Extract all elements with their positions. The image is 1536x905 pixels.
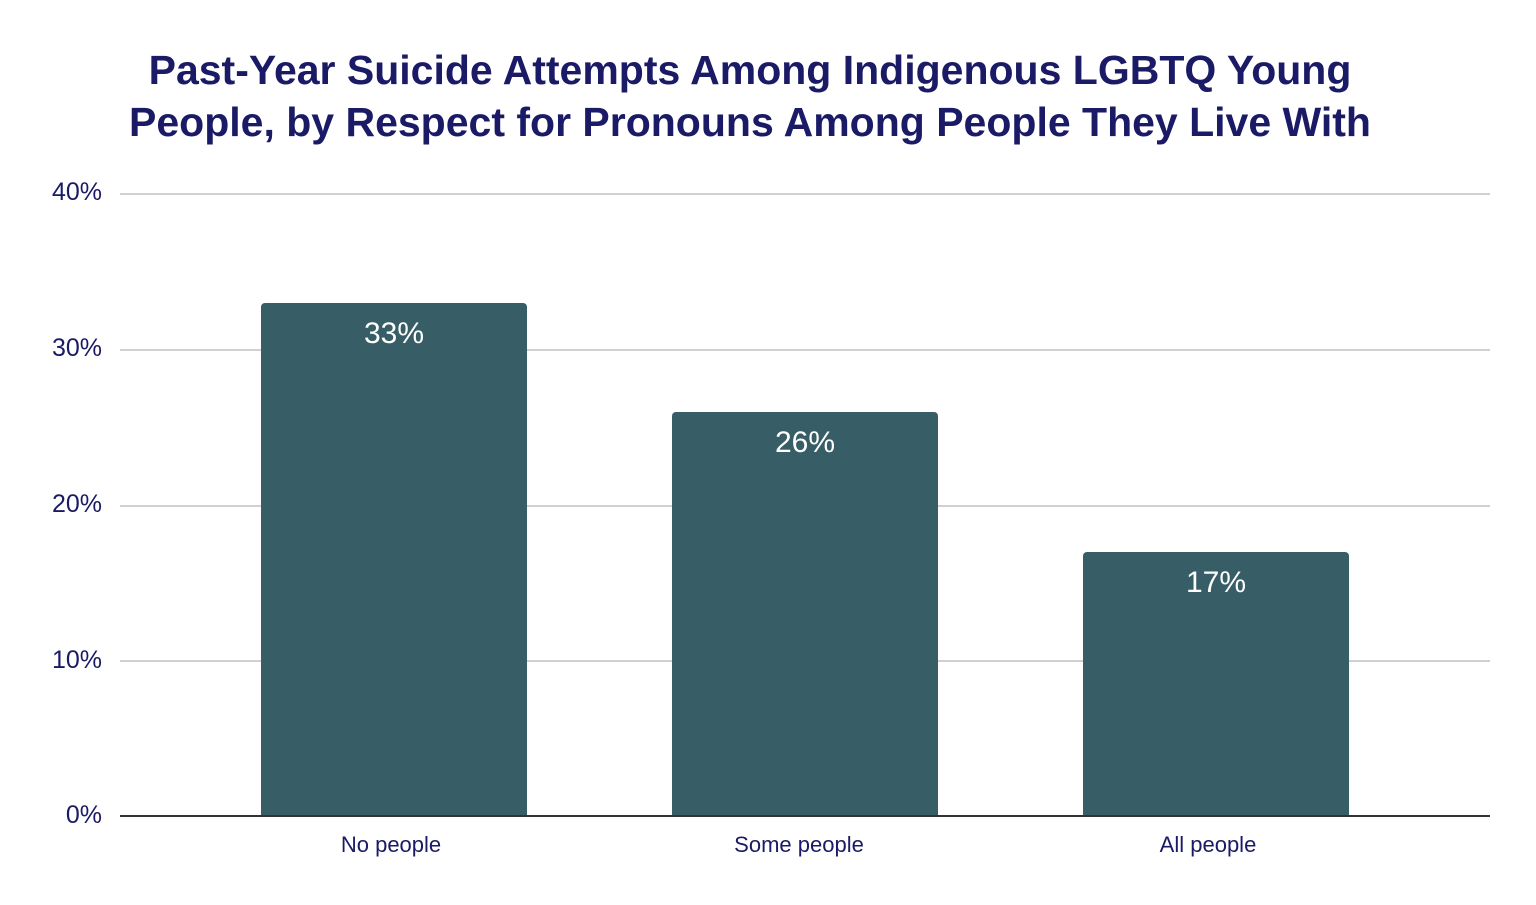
x-tick-label: All people — [1159, 832, 1257, 857]
bar-no-people: 33% — [261, 303, 527, 816]
bar-value-label: 33% — [363, 317, 425, 350]
chart-title: Past-Year Suicide Attempts Among Indigen… — [0, 44, 1500, 148]
x-tick-label: Some people — [734, 832, 864, 857]
x-tick-label: No people — [340, 832, 442, 857]
x-axis-line — [120, 815, 1490, 817]
y-tick-label: 20% — [51, 490, 102, 518]
y-tick-label: 40% — [51, 178, 102, 206]
y-tick-label: 30% — [51, 334, 102, 362]
plot-area: 33% 26% 17% — [120, 193, 1490, 817]
gridline — [120, 193, 1490, 195]
gridline — [120, 349, 1490, 351]
chart-title-line-1: Past-Year Suicide Attempts Among Indigen… — [148, 47, 1352, 93]
y-tick-label: 10% — [51, 646, 102, 674]
chart-title-line-2: People, by Respect for Pronouns Among Pe… — [129, 99, 1371, 145]
bar-value-label: 26% — [774, 426, 836, 459]
bar-value-label: 17% — [1185, 566, 1247, 599]
y-tick-label: 0% — [65, 801, 102, 829]
bar-some-people: 26% — [672, 412, 938, 816]
bar-all-people: 17% — [1083, 552, 1349, 816]
